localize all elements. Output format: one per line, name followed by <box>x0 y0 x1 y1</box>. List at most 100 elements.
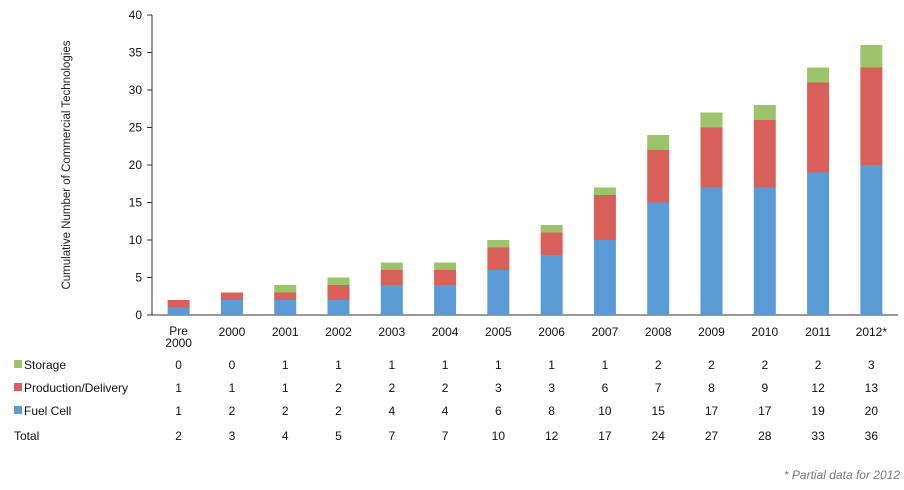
bar-segment-production-delivery <box>647 150 670 203</box>
table-cell: 8 <box>708 381 715 395</box>
y-tick-label: 0 <box>135 308 142 322</box>
table-legend-swatch <box>14 406 22 414</box>
bar-segment-production-delivery <box>807 82 830 173</box>
table-cell: 4 <box>388 404 395 418</box>
table-cell: 1 <box>442 358 449 372</box>
table-cell: 1 <box>175 404 182 418</box>
x-tick-label: 2000 <box>219 325 246 339</box>
bar-segment-production-delivery <box>700 127 723 188</box>
y-tick-label: 25 <box>129 121 143 135</box>
x-tick-label: 2009 <box>698 325 725 339</box>
y-tick-label: 40 <box>129 8 143 22</box>
bar-segment-fuel-cell <box>753 187 776 315</box>
table-cell: 5 <box>335 429 342 443</box>
x-tick-label: 2010 <box>751 325 778 339</box>
bar-segment-production-delivery <box>487 247 510 270</box>
x-tick-label: 2012* <box>856 325 888 339</box>
table-cell: 1 <box>388 358 395 372</box>
table-cell: 2 <box>229 404 236 418</box>
table-cell: 2 <box>282 404 289 418</box>
table-cell: 3 <box>495 381 502 395</box>
table-cell: 1 <box>602 358 609 372</box>
table-cell: 1 <box>229 381 236 395</box>
table-cell: 7 <box>655 381 662 395</box>
table-cell: 6 <box>602 381 609 395</box>
table-cell: 4 <box>442 404 449 418</box>
table-cell: 2 <box>335 381 342 395</box>
y-tick-label: 15 <box>129 196 143 210</box>
table-cell: 3 <box>868 358 875 372</box>
x-tick-label: Pre 2000 <box>165 324 192 350</box>
bar-segment-fuel-cell <box>380 285 403 315</box>
bar-segment-production-delivery <box>274 292 297 300</box>
table-cell: 33 <box>811 429 825 443</box>
bar-segment-fuel-cell <box>487 270 510 315</box>
table-cell: 17 <box>705 404 719 418</box>
bar-segment-storage <box>380 262 403 270</box>
table-cell: 7 <box>442 429 449 443</box>
bar-segment-storage <box>327 277 350 285</box>
table-cell: 2 <box>388 381 395 395</box>
table-cell: 2 <box>175 429 182 443</box>
bar-segment-storage <box>274 285 297 293</box>
x-tick-label: 2005 <box>485 325 512 339</box>
table-cell: 2 <box>815 358 822 372</box>
table-cell: 2 <box>708 358 715 372</box>
table-cell: 4 <box>282 429 289 443</box>
x-tick-label: 2008 <box>645 325 672 339</box>
table-cell: 15 <box>652 404 666 418</box>
y-tick-label: 20 <box>129 158 143 172</box>
table-row-label: Total <box>14 429 39 443</box>
bar-segment-production-delivery <box>753 120 776 188</box>
table-cell: 10 <box>492 429 506 443</box>
bar-segment-fuel-cell <box>167 307 190 315</box>
bar-segment-storage <box>647 135 670 150</box>
table-cell: 10 <box>598 404 612 418</box>
table-cell: 7 <box>388 429 395 443</box>
table-cell: 2 <box>655 358 662 372</box>
bar-segment-storage <box>434 262 457 270</box>
bar-segment-fuel-cell <box>220 300 243 315</box>
bar-segment-production-delivery <box>434 270 457 285</box>
table-cell: 0 <box>229 358 236 372</box>
bar-segment-fuel-cell <box>327 300 350 315</box>
table-cell: 3 <box>548 381 555 395</box>
bar-segment-fuel-cell <box>593 240 616 315</box>
bar-segment-production-delivery <box>380 270 403 285</box>
table-cell: 36 <box>865 429 879 443</box>
y-tick-label: 30 <box>129 83 143 97</box>
bar-segment-storage <box>487 240 510 248</box>
bar-segment-storage <box>700 112 723 128</box>
bar-segment-production-delivery <box>860 67 883 165</box>
table-cell: 24 <box>652 429 666 443</box>
bar-segment-fuel-cell <box>274 300 297 315</box>
table-cell: 17 <box>758 404 772 418</box>
bar-segment-storage <box>540 225 563 233</box>
table-cell: 6 <box>495 404 502 418</box>
table-cell: 1 <box>548 358 555 372</box>
y-tick-label: 35 <box>129 46 143 60</box>
table-cell: 12 <box>811 381 825 395</box>
table-cell: 17 <box>598 429 612 443</box>
x-tick-label: 2001 <box>272 325 299 339</box>
bar-segment-fuel-cell <box>700 187 723 315</box>
table-cell: 9 <box>761 381 768 395</box>
x-tick-label: 2007 <box>592 325 619 339</box>
bar-segment-production-delivery <box>220 292 243 300</box>
table-cell: 2 <box>442 381 449 395</box>
bar-segment-fuel-cell <box>860 165 883 315</box>
x-tick-label: 2011 <box>805 325 831 339</box>
table-cell: 1 <box>282 381 289 395</box>
table-cell: 0 <box>175 358 182 372</box>
table-cell: 8 <box>548 404 555 418</box>
table-cell: 1 <box>335 358 342 372</box>
table-legend-swatch <box>14 360 22 368</box>
bar-segment-fuel-cell <box>434 285 457 315</box>
table-legend-swatch <box>14 383 22 391</box>
table-cell: 1 <box>175 381 182 395</box>
bar-segment-fuel-cell <box>540 255 563 315</box>
bar-segment-production-delivery <box>167 300 190 308</box>
table-cell: 2 <box>335 404 342 418</box>
x-tick-label: 2002 <box>325 325 352 339</box>
